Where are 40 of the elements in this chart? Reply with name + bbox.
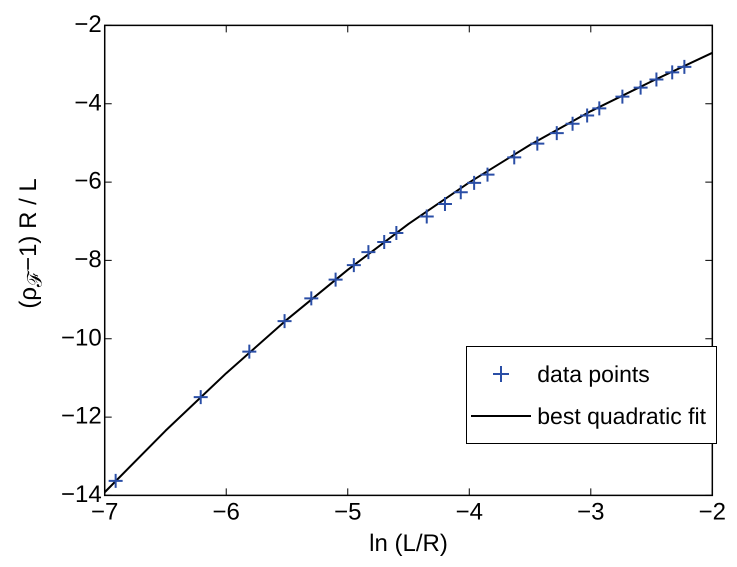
point <box>192 389 209 406</box>
y-tick-label: −6 <box>74 168 102 195</box>
point <box>418 208 435 225</box>
point <box>664 64 680 80</box>
point <box>346 257 362 274</box>
point <box>436 196 453 212</box>
y-tick-label: −8 <box>74 246 102 274</box>
point <box>276 313 293 330</box>
point <box>591 100 608 116</box>
point <box>529 136 546 152</box>
legend-label: data points <box>537 360 650 388</box>
x-tick-label: −2 <box>698 498 726 526</box>
point <box>388 224 404 241</box>
point <box>241 344 258 360</box>
point <box>548 125 565 142</box>
point <box>303 290 320 306</box>
y-tick-label: −12 <box>60 402 102 430</box>
x-axis-title: ln (L/R) <box>369 530 448 558</box>
point <box>564 116 581 132</box>
point <box>614 88 630 105</box>
point <box>376 234 392 250</box>
x-tick-label: −3 <box>577 498 604 526</box>
point <box>648 71 664 88</box>
point <box>108 472 124 489</box>
legend-label: best quadratic fit <box>537 402 706 430</box>
y-tick-label: −10 <box>60 324 102 352</box>
point <box>328 272 344 288</box>
point <box>360 244 376 260</box>
y-tick-label: −4 <box>74 89 102 116</box>
x-tick-label: −4 <box>456 498 483 526</box>
y-tick-label: −2 <box>74 11 102 38</box>
point <box>632 80 649 96</box>
point <box>466 174 482 191</box>
point <box>579 107 596 124</box>
point <box>480 166 496 183</box>
x-tick-label: −6 <box>212 498 240 526</box>
point <box>676 58 692 75</box>
x-tick-label: −5 <box>334 498 362 526</box>
point <box>452 184 469 200</box>
point <box>506 149 522 166</box>
